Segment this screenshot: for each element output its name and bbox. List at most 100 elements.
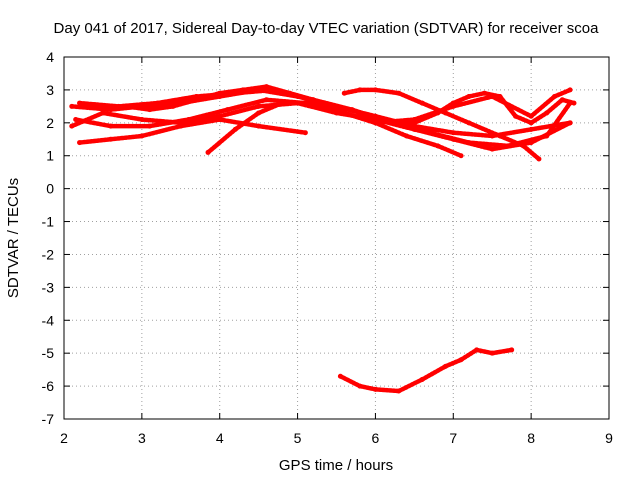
data-trace-segment — [233, 110, 261, 132]
data-trace-segment — [217, 87, 246, 96]
data-trace-segment — [373, 387, 402, 394]
data-trace-segment — [77, 100, 121, 109]
data-trace-segment — [497, 133, 526, 149]
data-trace-segment — [147, 104, 176, 112]
data-point — [567, 87, 573, 93]
x-tick-label: 8 — [527, 430, 535, 446]
data-trace-segment — [451, 130, 495, 139]
data-trace-segment — [528, 94, 557, 119]
data-trace-segment — [482, 90, 503, 99]
data-trace-segment — [528, 110, 549, 126]
data-trace-segment — [170, 97, 199, 109]
x-tick-label: 5 — [294, 430, 302, 446]
x-tick-label: 6 — [372, 430, 380, 446]
data-trace-segment — [240, 84, 269, 93]
data-trace-segment — [334, 104, 363, 116]
data-points — [69, 84, 577, 394]
x-tick-label: 3 — [138, 430, 146, 446]
data-trace-segment — [513, 113, 534, 126]
data-trace-segment — [443, 357, 464, 369]
x-tick-label: 9 — [605, 430, 613, 446]
data-point — [302, 130, 308, 136]
x-tick-label: 7 — [449, 430, 457, 446]
data-trace-segment — [451, 94, 472, 106]
data-trace-segment — [310, 97, 339, 109]
y-tick-label: 4 — [46, 49, 54, 65]
y-tick-label: 0 — [46, 181, 54, 197]
data-trace-segment — [256, 123, 308, 135]
data-trace-segment — [73, 117, 113, 129]
data-trace-segment — [225, 97, 269, 112]
series-track-6 — [205, 100, 464, 159]
data-trace-segment — [443, 110, 472, 126]
data-trace-segment — [373, 120, 409, 139]
data-trace-segment — [435, 143, 464, 158]
data-trace-segment — [458, 347, 479, 363]
data-trace-segment — [373, 87, 402, 96]
x-tick-labels: 2 3 4 5 6 7 8 9 — [60, 430, 613, 446]
data-trace-segment — [544, 97, 565, 116]
data-trace-segment — [217, 117, 261, 129]
series-track-5 — [77, 117, 308, 146]
data-point — [571, 100, 577, 106]
data-point — [567, 120, 573, 126]
data-trace-segment — [186, 107, 230, 122]
data-trace-segment — [489, 140, 534, 152]
data-trace-segment — [69, 104, 113, 112]
data-trace-segment — [466, 90, 487, 99]
y-tick-label: 1 — [46, 148, 54, 164]
y-tick-label: 3 — [46, 82, 54, 98]
data-trace-segment — [194, 90, 222, 103]
data-point — [509, 347, 515, 353]
data-trace-segment — [451, 137, 495, 152]
data-trace-segment — [466, 120, 503, 139]
tick-marks — [63, 56, 610, 420]
data-trace-segment — [108, 133, 145, 142]
series-track-9 — [388, 90, 577, 126]
data-trace-segment — [124, 104, 152, 112]
y-tick-label: -3 — [42, 279, 55, 295]
data-trace-segment — [256, 100, 285, 116]
data-trace-segment — [338, 373, 363, 389]
data-trace-segment — [521, 143, 542, 162]
data-trace-segment — [155, 94, 199, 106]
data-trace-segment — [396, 90, 425, 106]
y-tick-label: -7 — [42, 411, 55, 427]
data-trace-segment — [489, 347, 514, 356]
data-trace-segment — [489, 94, 534, 119]
data-trace-segment — [264, 84, 293, 96]
data-trace-segment — [139, 123, 184, 139]
x-tick-label: 4 — [216, 430, 224, 446]
data-trace-segment — [412, 110, 440, 126]
data-trace-segment — [233, 87, 277, 96]
data-trace-segment — [205, 127, 238, 155]
chart-title: Day 041 of 2017, Sidereal Day-to-day VTE… — [54, 20, 600, 37]
data-trace-segment — [474, 347, 495, 356]
y-axis-label: SDTVAR / TECUs — [5, 178, 22, 298]
series-track-10 — [337, 347, 515, 394]
data-trace-segment — [342, 87, 363, 96]
data-trace-segment — [178, 117, 222, 129]
data-trace-segment — [528, 120, 573, 145]
data-point — [536, 156, 542, 162]
y-tick-labels: 4 3 2 1 0 -1 -2 -3 -4 -5 -6 -7 — [42, 49, 55, 427]
data-trace-segment — [412, 127, 456, 142]
data-trace-segment — [357, 383, 378, 392]
y-tick-label: -5 — [42, 345, 55, 361]
data-trace-segment — [287, 90, 316, 103]
data-trace-segment — [419, 364, 448, 382]
data-point — [458, 153, 464, 159]
data-point — [357, 110, 363, 116]
data-trace-segment — [451, 94, 495, 109]
x-tick-label: 2 — [60, 430, 68, 446]
x-axis-label: GPS time / hours — [279, 457, 393, 474]
data-trace-segment — [310, 100, 347, 116]
y-tick-label: 2 — [46, 115, 54, 131]
y-tick-label: -6 — [42, 378, 55, 394]
data-trace-segment — [100, 110, 145, 122]
data-trace-segment — [396, 377, 425, 394]
data-trace-segment — [497, 94, 518, 119]
plot-frame — [63, 56, 610, 420]
data-trace-segment — [147, 117, 191, 129]
